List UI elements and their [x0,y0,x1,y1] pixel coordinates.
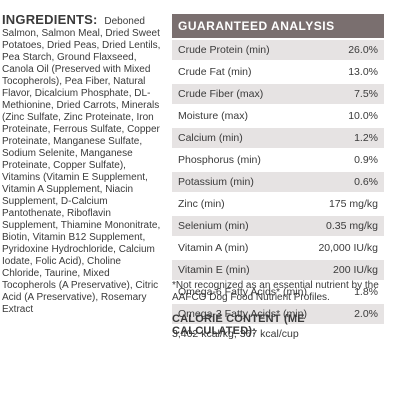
nutrient-name: Moisture (max) [178,110,249,122]
ingredients-heading: INGREDIENTS: [2,12,98,27]
nutrient-value: 26.0% [348,44,378,56]
nutrient-name: Calcium (min) [178,132,243,144]
table-row: Phosphorus (min) 0.9% [172,150,384,170]
nutrient-name: Vitamin A (min) [178,242,249,254]
nutrient-value: 10.0% [348,110,378,122]
table-row: Vitamin E (min) 200 IU/kg [172,260,384,280]
analysis-header: GUARANTEED ANALYSIS [172,14,384,38]
nutrient-value: 20,000 IU/kg [318,242,378,254]
table-row: Vitamin A (min) 20,000 IU/kg [172,238,384,258]
table-row: Crude Protein (min) 26.0% [172,40,384,60]
nutrient-value: 0.6% [354,176,378,188]
table-row: Zinc (min) 175 mg/kg [172,194,384,214]
nutrient-value: 1.8% [354,286,378,298]
nutrient-value: 13.0% [348,66,378,78]
guaranteed-analysis-table: GUARANTEED ANALYSIS Crude Protein (min) … [172,14,384,324]
nutrient-value: 0.9% [354,154,378,166]
table-row: Omega-3 Fatty Acids* (min) 2.0% [172,304,384,324]
nutrient-value: 2.0% [354,308,378,320]
nutrient-name: Crude Fat (min) [178,66,252,78]
nutrient-name: Crude Fiber (max) [178,88,264,100]
calorie-content-heading: CALORIE CONTENT (ME CALCULATED): [172,313,305,337]
calorie-content-value: 3,402 kcal/kg, 367 kcal/cup [172,328,299,340]
ingredients-block: INGREDIENTS: Deboned Salmon, Salmon Meal… [2,12,162,316]
ingredients-list: Deboned Salmon, Salmon Meal, Dried Sweet… [2,16,161,315]
nutrient-name: Vitamin E (min) [178,264,250,276]
table-row: Crude Fat (min) 13.0% [172,62,384,82]
nutrient-value: 0.35 mg/kg [326,220,378,232]
aafco-footnote: *Not recognized as an essential nutrient… [172,280,379,303]
nutrient-name: Potassium (min) [178,176,254,188]
table-row: Omega-6 Fatty Acids* (min) 1.8% [172,282,384,302]
table-row: Selenium (min) 0.35 mg/kg [172,216,384,236]
nutrient-name: Crude Protein (min) [178,44,270,56]
nutrient-value: 1.2% [354,132,378,144]
nutrient-name: Phosphorus (min) [178,154,261,166]
nutrient-name: Omega-6 Fatty Acids* (min) [178,286,307,298]
table-row: Moisture (max) 10.0% [172,106,384,126]
table-row: Calcium (min) 1.2% [172,128,384,148]
nutrient-name: Selenium (min) [178,220,249,232]
nutrient-value: 7.5% [354,88,378,100]
nutrient-name: Omega-3 Fatty Acids* (min) [178,308,307,320]
nutrient-name: Zinc (min) [178,198,225,210]
table-row: Potassium (min) 0.6% [172,172,384,192]
nutrient-value: 200 IU/kg [333,264,378,276]
table-row: Crude Fiber (max) 7.5% [172,84,384,104]
nutrient-value: 175 mg/kg [328,198,378,210]
